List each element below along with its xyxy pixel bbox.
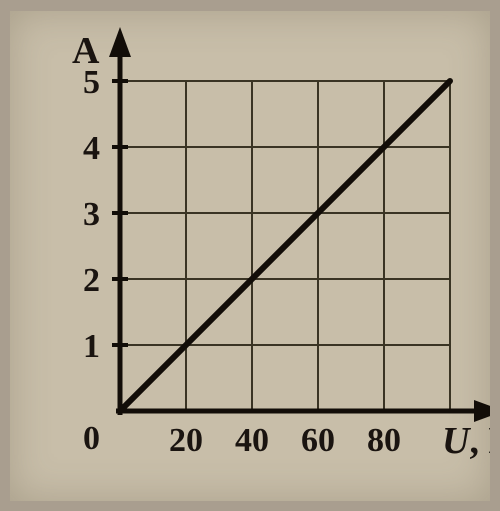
origin-label: 0 <box>83 420 100 457</box>
y-axis-arrow <box>109 27 131 57</box>
x-tick-label: 40 <box>235 422 269 459</box>
y-tick-label: 3 <box>83 196 100 233</box>
y-tick-label: 1 <box>83 328 100 365</box>
x-tick-label: 60 <box>301 422 335 459</box>
iv-chart: 12345204060800AU, B <box>10 11 490 501</box>
y-axis-label: A <box>72 30 100 72</box>
y-tick-label: 2 <box>83 262 100 299</box>
y-tick-label: 4 <box>83 130 100 167</box>
x-tick-label: 20 <box>169 422 203 459</box>
chart-paper: 12345204060800AU, B <box>10 11 490 501</box>
x-axis-label: U, B <box>442 420 490 462</box>
data-line <box>120 81 450 411</box>
x-axis-arrow <box>474 400 490 422</box>
x-tick-label: 80 <box>367 422 401 459</box>
